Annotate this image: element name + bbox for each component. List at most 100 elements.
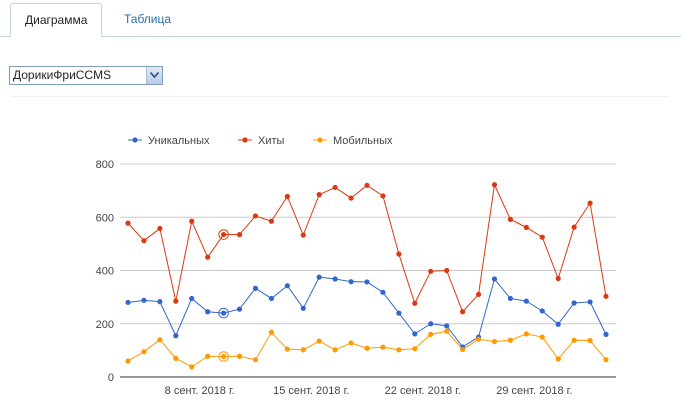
y-tick-label: 0 [108,372,114,384]
y-tick-label: 400 [96,266,114,278]
data-point [173,298,179,304]
data-point [221,353,227,360]
legend-marker [317,137,323,143]
data-point [539,308,545,314]
data-point [364,279,370,285]
x-tick-label: 15 сент. 2018 г. [273,385,349,397]
data-point [460,309,466,315]
data-point [523,298,529,304]
data-point [523,224,529,230]
data-point [284,193,290,200]
y-tick-label: 600 [96,212,114,224]
data-point [571,337,577,343]
data-point [141,349,147,355]
data-point [125,358,131,364]
data-point [412,331,418,337]
legend-label: Мобильных [333,135,393,147]
data-point [475,291,482,298]
data-point [300,232,306,238]
data-point [221,310,227,316]
data-point [539,234,545,240]
data-point [284,346,290,352]
x-tick-label: 22 сент. 2018 г. [385,385,461,397]
data-point [475,336,482,342]
data-point [157,225,163,232]
x-tick-label: 8 сент. 2018 г. [165,385,235,397]
site-select[interactable]: ДорикиФриCCMS [9,66,163,85]
data-point [428,331,434,337]
series-line [127,183,607,313]
data-point [428,321,434,327]
data-point [428,268,434,274]
data-point [348,340,354,346]
data-point [555,321,561,327]
data-point [603,293,609,299]
tab-chart[interactable]: Диаграмма [10,3,103,37]
data-point [412,346,418,352]
data-point [523,331,529,337]
data-point [221,231,227,238]
chevron-down-icon[interactable] [146,67,162,84]
data-point [587,337,593,344]
data-point [236,231,243,238]
data-point [555,275,561,282]
chart-area: 0 200 400 600 800 8 сент. 2018 г. 15 сент. 201… [10,96,670,411]
x-tick-label: 29 сент. 2018 г. [496,385,572,397]
data-point [396,347,402,353]
highlighted-point [218,229,229,240]
data-point [252,357,259,363]
data-point [205,309,211,315]
data-point [507,216,513,222]
data-point [141,238,147,244]
data-point [268,218,274,224]
data-point [380,193,386,199]
data-point [189,218,195,224]
data-point [364,182,370,188]
data-point [205,353,211,359]
legend-label: Хиты [258,135,285,147]
data-point [348,279,354,285]
tab-table[interactable]: Таблица [124,12,172,26]
data-point [157,337,163,343]
y-tick-label: 200 [96,319,114,331]
data-point [396,251,402,257]
data-point [268,295,274,302]
data-point [507,337,513,343]
data-point [141,297,147,303]
data-point [491,338,498,345]
data-point [571,224,577,230]
site-select-value: ДорикиФриCCMS [13,68,112,82]
data-point [316,274,322,280]
data-point [252,213,259,219]
data-point [332,347,338,353]
highlighted-point [218,307,229,319]
data-point [125,220,131,226]
y-tick-label: 800 [96,159,114,171]
legend-label: Уникальных [148,135,210,147]
data-point [300,305,306,311]
highlighted-point [218,351,229,362]
data-point [348,195,354,201]
data-point [587,299,593,305]
data-point [189,364,195,370]
data-point [300,347,306,353]
data-point [332,276,338,282]
data-point [507,295,513,302]
data-point [603,331,609,337]
tab-bar: Диаграмма Таблица [0,0,681,37]
data-point [587,200,593,206]
data-point [316,338,322,344]
data-point [555,356,561,362]
data-point [189,295,195,302]
data-point [380,289,386,295]
data-point [316,192,322,198]
line-chart: 0 200 400 600 800 8 сент. 2018 г. 15 сент. 201… [96,135,616,397]
data-point [364,345,370,351]
data-point [460,346,466,353]
data-point [444,267,450,274]
data-point [444,323,450,329]
data-point [236,306,243,312]
data-point [396,310,402,316]
data-point [157,299,163,305]
data-point [173,355,179,361]
